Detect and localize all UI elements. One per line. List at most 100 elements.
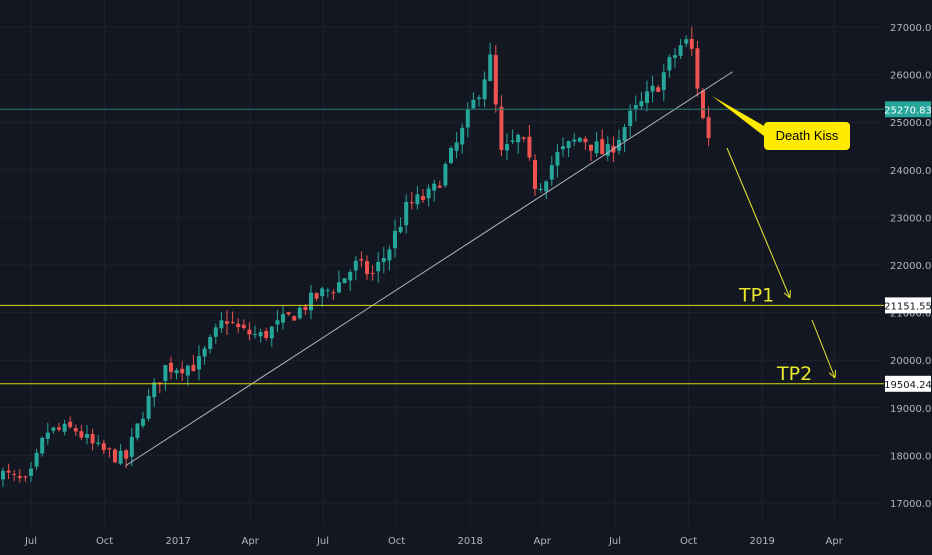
current-price-badge: 25270.83 xyxy=(884,101,932,117)
candle-body xyxy=(404,202,408,225)
candle-body xyxy=(354,261,358,271)
x-tick-label: Apr xyxy=(826,536,844,547)
candle-body xyxy=(589,145,593,151)
candle-body xyxy=(516,135,520,142)
candle-body xyxy=(365,261,369,274)
candle-body xyxy=(191,365,195,371)
candle-body xyxy=(522,137,526,138)
candle-body xyxy=(639,101,643,106)
candle-body xyxy=(695,48,699,88)
candle-body xyxy=(219,320,223,328)
candle-body xyxy=(135,423,139,438)
arrow-head xyxy=(835,370,836,378)
candle-body xyxy=(63,424,67,432)
candle-body xyxy=(130,437,134,457)
x-tick-label: Jul xyxy=(316,536,329,547)
candle-body xyxy=(667,57,671,70)
candle-body xyxy=(533,160,537,189)
candle-body xyxy=(544,181,548,191)
candle-body xyxy=(499,107,503,150)
candle-body xyxy=(147,396,151,419)
candle-body xyxy=(471,100,475,108)
candle-body xyxy=(57,427,61,429)
candle-body xyxy=(572,140,576,142)
candle-body xyxy=(186,366,190,376)
y-tick-label: 22000.00 xyxy=(890,261,932,272)
candle-body xyxy=(51,427,55,430)
candle-body xyxy=(628,111,632,126)
candle-body xyxy=(203,348,207,356)
candle-body xyxy=(539,189,543,190)
candle-body xyxy=(264,331,268,338)
candle-body xyxy=(298,308,302,319)
candle-body xyxy=(231,322,235,323)
candle-body xyxy=(236,324,240,327)
candle-body xyxy=(107,448,111,449)
candle-body xyxy=(527,137,531,158)
candle-body xyxy=(35,453,39,467)
candle-body xyxy=(421,196,425,200)
candle-body xyxy=(555,152,559,166)
candle-body xyxy=(74,428,78,431)
candle-body xyxy=(214,327,218,336)
y-tick-label: 27000.00 xyxy=(890,23,932,34)
x-tick-label: Apr xyxy=(534,536,552,547)
candle-body xyxy=(46,433,50,439)
candle-body xyxy=(287,312,291,314)
candle-body xyxy=(275,320,279,324)
candle-body xyxy=(550,165,554,180)
candle-body xyxy=(113,450,117,463)
candle-body xyxy=(432,184,436,191)
candle-body xyxy=(91,434,95,443)
candle-body xyxy=(623,127,627,141)
candle-body xyxy=(460,128,464,145)
candle-body xyxy=(679,45,683,55)
tp2-price-badge: 19504.24 xyxy=(884,376,932,392)
candle-body xyxy=(651,86,655,92)
candle-body xyxy=(701,91,705,118)
candle-body xyxy=(79,431,83,437)
x-tick-label: 2017 xyxy=(165,536,190,547)
candle-down xyxy=(701,88,705,120)
candle-down xyxy=(494,45,498,113)
y-tick-label: 19000.00 xyxy=(890,404,932,415)
death-kiss-callout-label: Death Kiss xyxy=(764,122,850,150)
candle-body xyxy=(18,476,22,478)
candle-body xyxy=(242,325,246,328)
candle-body xyxy=(12,474,16,475)
candle-body xyxy=(511,140,515,142)
candle-body xyxy=(348,272,352,280)
candle-body xyxy=(152,382,156,397)
candle-body xyxy=(253,334,257,335)
y-tick-label: 26000.00 xyxy=(890,71,932,82)
x-tick-label: 2018 xyxy=(457,536,482,547)
candle-body xyxy=(382,258,386,262)
candle-up xyxy=(343,278,347,283)
candle-body xyxy=(180,369,184,373)
price-badge-text: 21151.55 xyxy=(884,301,932,312)
candle-body xyxy=(438,186,442,188)
candle-body xyxy=(449,148,453,163)
candle-body xyxy=(645,91,649,103)
candle-body xyxy=(259,332,263,336)
y-tick-label: 18000.00 xyxy=(890,451,932,462)
candle-body xyxy=(169,363,173,372)
y-tick-label: 23000.00 xyxy=(890,213,932,224)
candle-body xyxy=(410,202,414,203)
candle-body xyxy=(163,365,167,381)
candle-body xyxy=(387,250,391,261)
candle-body xyxy=(102,443,106,450)
candle-body xyxy=(331,292,335,293)
candle-body xyxy=(466,110,470,128)
candle-body xyxy=(119,451,123,464)
y-tick-label: 17000.00 xyxy=(890,499,932,510)
candle-body xyxy=(376,262,380,271)
x-tick-label: Jul xyxy=(24,536,37,547)
x-tick-label: 2019 xyxy=(749,536,774,547)
candle-body xyxy=(483,79,487,99)
candle-body xyxy=(707,117,711,138)
tp2-label: TP2 xyxy=(776,363,812,385)
